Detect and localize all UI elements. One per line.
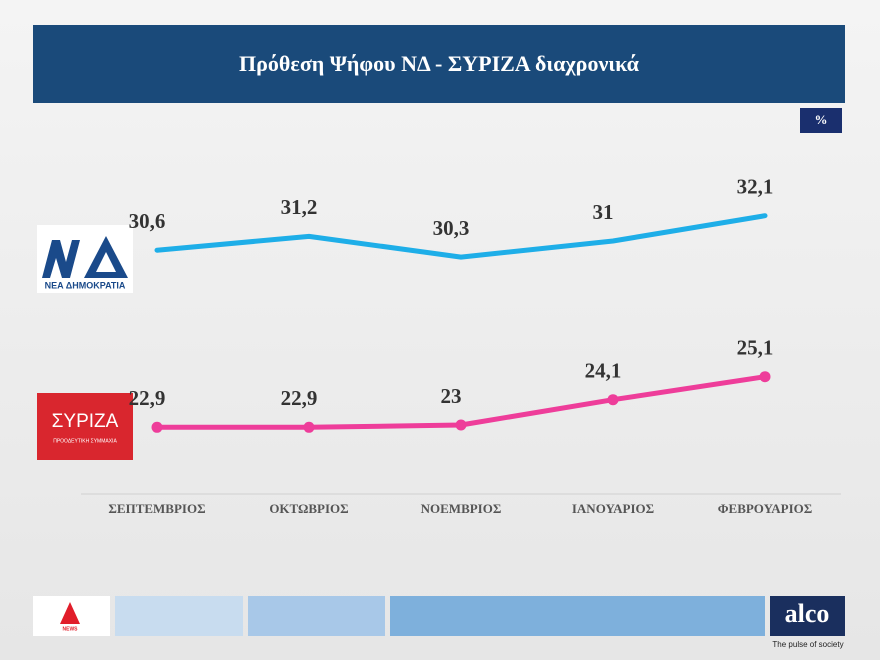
logo-caption: ΠΡΟΟΔΕΥΤΙΚΗ ΣΥΜΜΑΧΙΑ [53,438,117,444]
data-label: 30,3 [433,216,470,240]
brand-box [770,596,845,636]
nd-logo-mark [96,252,116,272]
footer-bar [390,596,765,636]
point [759,371,771,383]
x-tick-label: ΟΚΤΩΒΡΙΟΣ [269,501,348,516]
data-label: 31,2 [281,195,318,219]
syriza-logo [37,393,133,460]
data-label: 30,6 [129,209,166,233]
legend-label: ΣΥΡΙΖΑ [52,411,119,432]
chart-title: Πρόθεση Ψήφου ΝΔ - ΣΥΡΙΖΑ διαχρονικά [239,51,640,76]
channel-logo-mark [60,602,80,624]
data-label: 25,1 [737,336,774,360]
data-label: 31 [593,200,614,224]
tagline: The pulse of society [772,640,843,649]
nd-logo-mark [42,240,80,278]
x-tick-label: ΝΟΕΜΒΡΙΟΣ [421,501,502,516]
footer-bar [115,596,243,636]
unit-box [800,108,842,133]
data-label: 32,1 [737,175,774,199]
data-label: 22,9 [129,386,166,410]
line [154,213,768,260]
channel-label: NEWS [63,626,79,632]
point [151,421,163,433]
point [607,394,619,406]
brand-label: alco [785,599,830,628]
footer-bar [248,596,385,636]
data-label: 22,9 [281,386,318,410]
title-banner [33,25,845,103]
x-tick-label: ΦΕΒΡΟΥΑΡΙΟΣ [718,501,813,516]
unit-label: % [815,112,828,127]
data-label: 23 [441,384,462,408]
x-tick-label: ΙΑΝΟΥΑΡΙΟΣ [572,501,654,516]
x-tick-label: ΣΕΠΤΕΜΒΡΙΟΣ [108,501,205,516]
legend-label: ΝΕΑ ΔΗΜΟΚΡΑΤΙΑ [45,280,126,290]
point [455,419,467,431]
point [303,421,315,433]
data-label: 24,1 [585,359,622,383]
